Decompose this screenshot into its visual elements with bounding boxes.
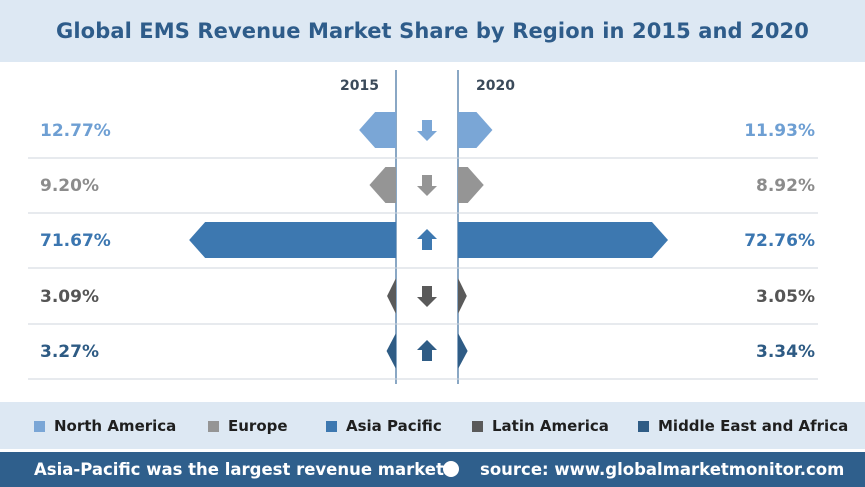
- legend-swatch-latin-america: [472, 421, 483, 432]
- value-2020-latin-america: 3.05%: [756, 287, 815, 307]
- legend-label-north-america: North America: [54, 417, 176, 435]
- legend-item-europe: Europe: [208, 417, 288, 435]
- legend-label-europe: Europe: [228, 417, 288, 435]
- footer-separator-dot: [443, 461, 459, 477]
- arrow-down-icon-north-america: [417, 120, 437, 141]
- legend-item-latin-america: Latin America: [472, 417, 609, 435]
- bar-2020-latin-america: [458, 278, 467, 314]
- value-2015-europe: 9.20%: [40, 176, 99, 196]
- footer-source: source: www.globalmarketmonitor.com: [480, 460, 844, 479]
- bar-2020-asia-pacific: [458, 222, 668, 258]
- legend-swatch-north-america: [34, 421, 45, 432]
- value-2020-middle-east-and-africa: 3.34%: [756, 342, 815, 362]
- arrow-down-icon-europe: [417, 175, 437, 196]
- value-2015-latin-america: 3.09%: [40, 287, 99, 307]
- arrow-up-icon-middle-east-and-africa: [417, 340, 437, 361]
- bar-2015-middle-east-and-africa: [387, 333, 396, 369]
- legend-item-north-america: North America: [34, 417, 176, 435]
- value-2015-north-america: 12.77%: [40, 121, 111, 141]
- bar-2015-asia-pacific: [189, 222, 396, 258]
- bar-2015-europe: [369, 167, 396, 203]
- legend: North America Europe Asia Pacific Latin …: [0, 402, 865, 449]
- value-2015-asia-pacific: 71.67%: [40, 231, 111, 251]
- legend-label-middle-east-africa: Middle East and Africa: [658, 417, 848, 435]
- legend-label-latin-america: Latin America: [492, 417, 609, 435]
- bar-2020-middle-east-and-africa: [458, 333, 468, 369]
- butterfly-chart: 12.77% 11.93% 9.20% 8.92% 71.67% 72.76% 3.09% 3…: [0, 62, 865, 402]
- legend-swatch-middle-east-africa: [638, 421, 649, 432]
- value-2020-asia-pacific: 72.76%: [744, 231, 815, 251]
- arrow-up-icon-asia-pacific: [417, 229, 437, 250]
- legend-label-asia-pacific: Asia Pacific: [346, 417, 442, 435]
- bar-2020-europe: [458, 167, 484, 203]
- bar-2015-latin-america: [387, 278, 396, 314]
- chart-title: Global EMS Revenue Market Share by Regio…: [56, 19, 809, 43]
- legend-swatch-europe: [208, 421, 219, 432]
- arrow-down-icon-latin-america: [417, 286, 437, 307]
- value-2020-europe: 8.92%: [756, 176, 815, 196]
- legend-swatch-asia-pacific: [326, 421, 337, 432]
- legend-item-asia-pacific: Asia Pacific: [326, 417, 442, 435]
- legend-item-middle-east-africa: Middle East and Africa: [638, 417, 848, 435]
- bar-2020-north-america: [458, 112, 492, 148]
- title-band: Global EMS Revenue Market Share by Regio…: [0, 0, 865, 62]
- footer-band: Asia-Pacific was the largest revenue mar…: [0, 452, 865, 487]
- footer-insight: Asia-Pacific was the largest revenue mar…: [34, 460, 444, 479]
- value-2015-middle-east-and-africa: 3.27%: [40, 342, 99, 362]
- value-2020-north-america: 11.93%: [744, 121, 815, 141]
- bar-2015-north-america: [359, 112, 396, 148]
